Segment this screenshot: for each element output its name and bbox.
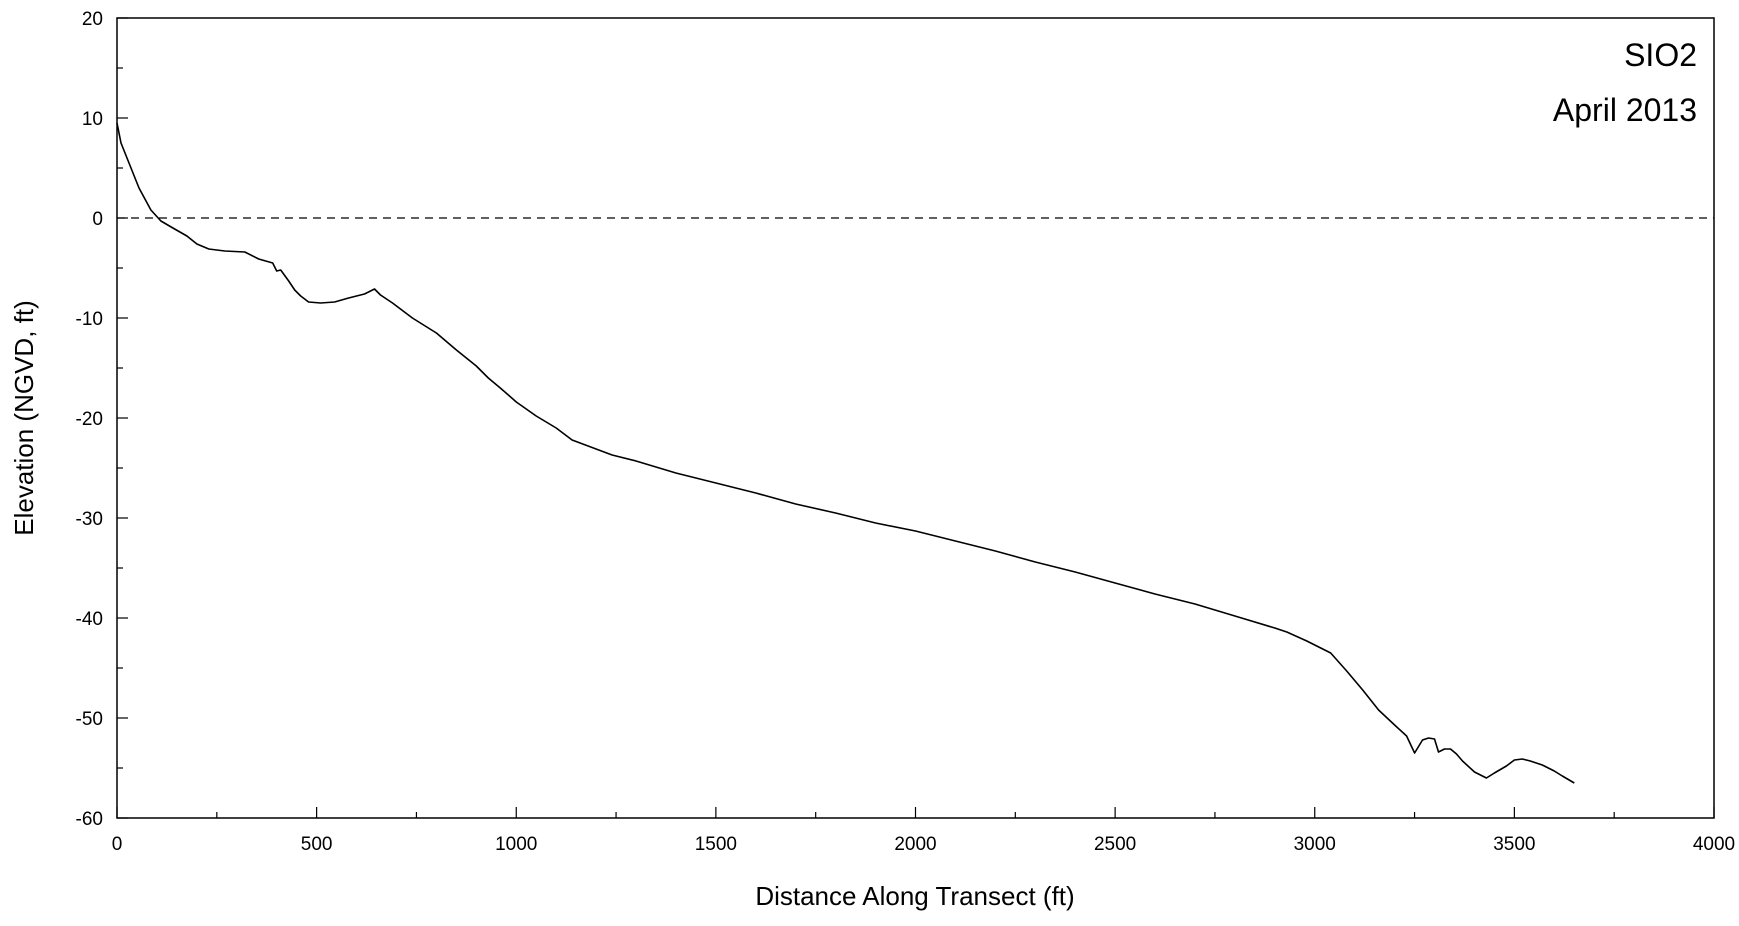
y-axis-title: Elevation (NGVD, ft) [9,300,39,536]
y-tick-label: 20 [82,9,103,30]
x-tick-label: 3500 [1493,834,1535,855]
x-tick-label: 4000 [1693,834,1735,855]
annotation-station: SIO2 [1624,37,1697,73]
plot-frame [116,17,1715,819]
y-tick-label: -50 [76,709,103,730]
y-tick-label: -30 [76,509,103,530]
x-tick-label: 2000 [894,834,936,855]
x-tick-label: 1000 [495,834,537,855]
x-tick-label: 500 [301,834,333,855]
x-tick-label: 0 [112,834,123,855]
y-tick-label: -60 [76,809,103,830]
x-axis-ticks: 0 500 1000 1500 2000 2500 3000 3500 4000 [112,807,1735,855]
annotation-date: April 2013 [1553,92,1697,128]
y-tick-label: 10 [82,109,103,130]
x-axis-title: Distance Along Transect (ft) [755,881,1074,911]
x-tick-label: 1500 [695,834,737,855]
annotations: SIO2 April 2013 [1553,37,1697,128]
y-tick-label: -10 [76,309,103,330]
series-line [116,122,1575,784]
y-tick-label: -20 [76,409,103,430]
y-axis-ticks: 20 10 0 -10 -20 -30 -40 -50 -60 [76,9,128,830]
y-tick-label: 0 [92,209,103,230]
x-tick-label: 3000 [1294,834,1336,855]
y-tick-label: -40 [76,609,103,630]
x-tick-label: 2500 [1094,834,1136,855]
